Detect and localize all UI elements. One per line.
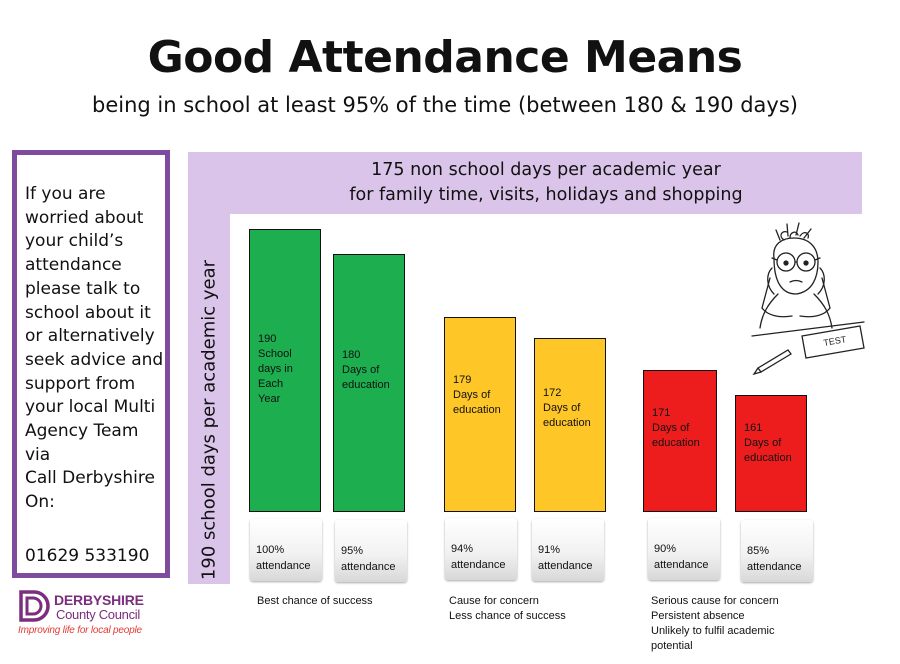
- attendance-percent-box: 95% attendance: [335, 520, 407, 582]
- worried-student-illustration: TEST: [751, 222, 865, 376]
- bar-label-line: Days of: [342, 364, 380, 376]
- info-line: via: [25, 444, 51, 465]
- bar-label-line: Year: [258, 393, 281, 405]
- band-line: for family time, visits, holidays and sh…: [349, 185, 743, 205]
- bar-label-line: Days of: [453, 389, 491, 401]
- info-line: your local Multi: [25, 397, 156, 418]
- contact-info-box: If you are worried about your child’s at…: [12, 150, 170, 578]
- test-paper-label: TEST: [823, 334, 848, 348]
- note-line: Unlikely to fulfil academic: [651, 625, 775, 637]
- info-line: If you are: [25, 184, 106, 204]
- attendance-percent-box: 90% attendance: [648, 518, 720, 580]
- bar-label-line: education: [744, 452, 792, 464]
- attendance-label: attendance: [341, 561, 396, 573]
- bar-label-line: Each: [258, 378, 284, 390]
- note-line: Cause for concern: [449, 595, 539, 607]
- bar-label-line: 190: [258, 333, 277, 345]
- logo-name-line2: County Council: [56, 607, 140, 622]
- page-subtitle: being in school at least 95% of the time…: [91, 93, 798, 117]
- attendance-percent: 91%: [538, 544, 561, 556]
- info-line: your child’s: [25, 231, 124, 252]
- info-line: or alternatively: [25, 326, 155, 347]
- info-line: please talk to: [25, 278, 141, 299]
- non-school-days-text: 175 non school days per academic year fo…: [230, 158, 862, 208]
- attendance-percent: 100%: [256, 544, 285, 556]
- attendance-percent-box: 85% attendance: [741, 520, 813, 582]
- attendance-percent-box: 91% attendance: [532, 519, 604, 581]
- info-line: worried about: [25, 207, 144, 228]
- info-line: support from: [25, 373, 136, 394]
- phone-number[interactable]: 01629 533190: [25, 546, 150, 566]
- attendance-bar-94: 179 Days of education: [444, 317, 516, 512]
- attendance-percent: 94%: [451, 543, 474, 555]
- attendance-bar-90: 171 Days of education: [643, 370, 717, 512]
- band-line: 175 non school days per academic year: [371, 160, 721, 180]
- school-days-label: 190 school days per academic year: [198, 259, 220, 581]
- note-line: Less chance of success: [449, 610, 566, 622]
- red-note: Serious cause for concern Persistent abs…: [651, 594, 779, 654]
- info-line: On:: [25, 492, 55, 513]
- attendance-label: attendance: [654, 559, 709, 571]
- bar-label-line: 161: [744, 422, 763, 434]
- note-line: Serious cause for concern: [651, 595, 779, 607]
- school-days-side-band: [188, 152, 230, 584]
- info-line: school about it: [25, 302, 151, 323]
- attendance-percent: 95%: [341, 545, 364, 557]
- bar-label-line: Days of: [652, 422, 690, 434]
- logo-tagline: Improving life for local people: [18, 625, 142, 636]
- green-note: Best chance of success: [257, 594, 373, 609]
- logo-name-line1: DERBYSHIRE: [54, 592, 144, 608]
- attendance-bar-91: 172 Days of education: [534, 338, 606, 512]
- yellow-note: Cause for concern Less chance of success: [449, 594, 566, 624]
- bar-label-line: education: [453, 404, 501, 416]
- derbyshire-logo: DERBYSHIRE County Council Improving life…: [18, 587, 178, 637]
- attendance-bar-85: 161 Days of education: [735, 395, 807, 512]
- page-title: Good Attendance Means: [147, 32, 743, 83]
- bar-label-line: 179: [453, 374, 472, 386]
- non-school-days-band: [188, 152, 862, 214]
- note-line: potential: [651, 640, 693, 652]
- bar-label-line: education: [652, 437, 700, 449]
- note-line: Best chance of success: [257, 595, 373, 607]
- attendance-percent-box: 94% attendance: [445, 518, 517, 580]
- bar-label-line: Days of: [744, 437, 782, 449]
- info-line: seek advice and: [25, 349, 164, 370]
- bar-label-line: 180: [342, 349, 361, 361]
- bar-label-line: days in: [258, 363, 293, 375]
- attendance-bar-95: 180 Days of education: [333, 254, 405, 512]
- attendance-label: attendance: [256, 560, 311, 572]
- bar-label-line: School: [258, 348, 292, 360]
- derbyshire-d-logo-icon: [19, 590, 50, 622]
- attendance-bar-100: 190 School days in Each Year: [249, 229, 321, 512]
- info-line: Agency Team: [25, 421, 139, 442]
- bar-label-line: Days of: [543, 402, 581, 414]
- info-line: attendance: [25, 255, 122, 276]
- bar-label-line: education: [342, 379, 390, 391]
- attendance-label: attendance: [747, 561, 802, 573]
- attendance-percent: 85%: [747, 545, 770, 557]
- attendance-label: attendance: [451, 559, 506, 571]
- bar-label-line: education: [543, 417, 591, 429]
- attendance-label: attendance: [538, 560, 593, 572]
- bar-label-line: 172: [543, 387, 562, 399]
- note-line: Persistent absence: [651, 610, 745, 622]
- attendance-percent-box: 100% attendance: [250, 519, 322, 581]
- bar-label-line: 171: [652, 407, 671, 419]
- attendance-percent: 90%: [654, 543, 677, 555]
- info-line: Call Derbyshire: [25, 468, 155, 489]
